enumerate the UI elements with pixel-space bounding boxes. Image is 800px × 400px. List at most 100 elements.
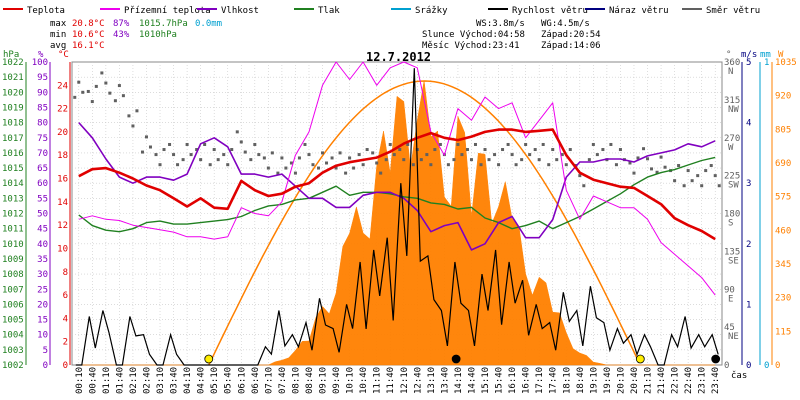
dir-tick-compass: SE	[728, 256, 739, 266]
axis-unit-hpa: hPa	[3, 50, 19, 60]
wind-dir-point	[469, 158, 473, 162]
hpa-tick-label: 1014	[2, 179, 24, 189]
ms-tick-label: 3	[746, 179, 751, 189]
wind-dir-point	[483, 148, 487, 152]
dir-tick-label: 135	[724, 247, 740, 257]
x-tick-label: 19:40	[603, 367, 613, 394]
solar-radiation-fill	[78, 80, 716, 366]
ms-tick-label: 1	[746, 300, 751, 310]
pct-tick-label: 20	[37, 300, 48, 310]
wind-dir-point	[90, 100, 94, 104]
dir-tick-compass: S	[728, 219, 733, 229]
wind-dir-point	[493, 153, 497, 157]
sunset-marker	[635, 354, 645, 364]
ms-tick-label: 4	[746, 119, 751, 129]
x-tick-label: 03:10	[156, 367, 166, 394]
w-tick-label: 230	[775, 294, 791, 304]
sun-moon-markers	[204, 354, 721, 364]
wind-dir-point	[104, 81, 108, 85]
wind-dir-point	[352, 166, 356, 170]
wind-dir-point	[176, 163, 180, 167]
x-tick-label: 02:40	[142, 367, 152, 394]
wind-dir-point	[388, 142, 392, 146]
wind-dir-point	[465, 148, 469, 152]
wind-dir-point	[113, 99, 117, 103]
x-tick-label: 11:10	[373, 367, 383, 394]
wind-dir-point	[506, 142, 510, 146]
pct-tick-label: 50	[37, 210, 48, 220]
stats-min-temp: 10.6°C	[72, 30, 105, 40]
stats-min-press: 1010hPa	[139, 30, 177, 40]
wind-dir-point	[334, 166, 338, 170]
wind-dir-point	[325, 161, 329, 165]
ms-tick-label: 5	[746, 58, 751, 68]
mm-tick-label: 1	[764, 58, 769, 68]
wind-dir-point	[587, 158, 591, 162]
hpa-tick-label: 1002	[2, 361, 24, 371]
wind-dir-point	[528, 153, 532, 157]
legend-label: Vlhkost	[221, 6, 259, 16]
x-tick-label: 10:40	[359, 367, 369, 394]
wind-dir-point	[148, 145, 152, 149]
wind-dir-point	[379, 171, 383, 175]
hpa-tick-label: 1011	[2, 225, 24, 235]
dir-tick-compass: E	[728, 294, 733, 304]
hpa-tick-label: 1005	[2, 316, 24, 326]
x-tick-label: 18:40	[576, 367, 586, 394]
sunrise-marker	[204, 354, 214, 364]
wind-dir-point	[533, 148, 537, 152]
solar-radiation-area	[78, 80, 716, 366]
wind-dir-point	[591, 142, 595, 146]
wind-dir-point	[100, 71, 104, 75]
w-tick-label: 1035	[775, 58, 797, 68]
pct-tick-label: 80	[37, 119, 48, 129]
hpa-tick-label: 1019	[2, 103, 24, 113]
wind-dir-point	[541, 142, 545, 146]
wind-dir-point	[425, 153, 429, 157]
wind-dir-point	[226, 163, 230, 167]
legend-label: Směr větru	[706, 6, 760, 16]
theoretical-sun-curve	[208, 80, 639, 366]
wind-dir-point	[479, 163, 483, 167]
wind-dir-point	[392, 153, 396, 157]
hpa-tick-label: 1020	[2, 88, 24, 98]
x-tick-label: 11:40	[386, 367, 396, 394]
info-moonset: Západ:14:06	[541, 41, 601, 51]
x-tick-label: 18:10	[562, 367, 572, 394]
wind-dir-point	[628, 161, 632, 165]
ms-tick-label: 0	[746, 361, 751, 371]
hpa-tick-label: 1010	[2, 240, 24, 250]
wind-dir-point	[560, 153, 564, 157]
wind-dir-point	[81, 90, 85, 94]
wind-dir-point	[289, 161, 293, 165]
hpa-tick-label: 1018	[2, 119, 24, 129]
wind-dir-point	[568, 148, 572, 152]
dir-tick-compass: W	[728, 143, 734, 153]
wind-dir-point	[253, 142, 257, 146]
temp-tick-label: 22	[57, 105, 68, 115]
wind-dir-point	[284, 166, 288, 170]
wind-dir-point	[276, 171, 280, 175]
pct-tick-label: 35	[37, 255, 48, 265]
pct-tick-label: 75	[37, 134, 48, 144]
wind-dir-point	[663, 165, 667, 169]
info-ws: WS:3.8m/s	[476, 19, 525, 29]
x-tick-label: 15:40	[495, 367, 505, 394]
wind-dir-point	[618, 148, 622, 152]
hpa-tick-label: 1022	[2, 58, 24, 68]
dir-tick-compass: NW	[728, 105, 739, 115]
wind-dir-point	[555, 158, 559, 162]
wind-dir-point	[578, 174, 582, 178]
wind-dir-point	[510, 153, 514, 157]
wind-dir-point	[172, 153, 176, 157]
pct-tick-label: 10	[37, 331, 48, 341]
wind-dir-point	[547, 163, 551, 167]
wind-dir-point	[317, 166, 321, 170]
legend-label: Tlak	[318, 6, 340, 16]
pct-tick-label: 70	[37, 149, 48, 159]
wind-dir-point	[473, 142, 477, 146]
x-tick-label: 08:40	[305, 367, 315, 394]
x-tick-label: 14:40	[467, 367, 477, 394]
info-wg: WG:4.5m/s	[541, 19, 590, 29]
wind-dir-point	[140, 150, 144, 154]
